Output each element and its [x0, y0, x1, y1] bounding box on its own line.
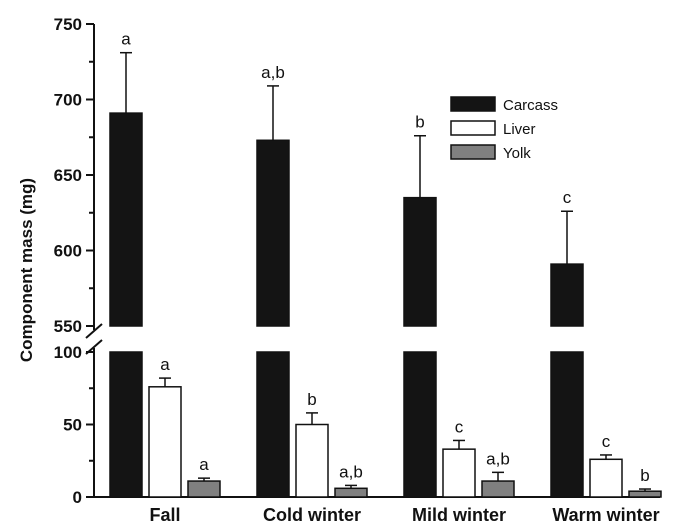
- category-label: Cold winter: [263, 505, 361, 524]
- significance-label: a,b: [261, 63, 285, 82]
- bars: a a a a,b b a,b b c a,b c c b: [109, 30, 662, 498]
- bar-carcass-lower: [403, 351, 437, 498]
- legend-label-yolk: Yolk: [503, 145, 531, 162]
- legend-swatch-yolk: [450, 144, 496, 160]
- significance-label: c: [602, 432, 611, 451]
- category-label: Warm winter: [552, 505, 659, 524]
- y-tick-label: 750: [54, 15, 82, 34]
- significance-label: a: [160, 355, 170, 374]
- bar-yolk: [334, 487, 368, 498]
- y-axis-label: Component mass (mg): [17, 178, 36, 362]
- bar-yolk: [628, 490, 662, 498]
- significance-label: b: [640, 466, 649, 485]
- bar-carcass-upper: [403, 196, 437, 327]
- y-tick-label: 550: [54, 317, 82, 336]
- bar-carcass-upper: [256, 139, 290, 327]
- category-labels: Fall Cold winter Mild winter Warm winter: [149, 505, 659, 524]
- y-tick-label: 100: [54, 343, 82, 362]
- y-tick-label: 650: [54, 166, 82, 185]
- bar-liver: [442, 448, 476, 498]
- y-tick-label: 50: [63, 416, 82, 435]
- significance-label: c: [563, 188, 572, 207]
- y-tick-label: 0: [73, 488, 82, 507]
- legend-label-liver: Liver: [503, 121, 536, 138]
- category-label: Fall: [149, 505, 180, 524]
- category-label: Mild winter: [412, 505, 506, 524]
- bar-yolk: [187, 480, 221, 498]
- axis-break-mark: [85, 323, 103, 339]
- bar-carcass-upper: [550, 263, 584, 327]
- bar-carcass-lower: [550, 351, 584, 498]
- bar-carcass-lower: [256, 351, 290, 498]
- bar-liver: [589, 458, 623, 498]
- legend-swatch-liver: [450, 120, 496, 136]
- legend-label-carcass: Carcass: [503, 97, 558, 114]
- significance-label: a: [199, 455, 209, 474]
- bar-liver: [148, 386, 182, 498]
- significance-label: c: [455, 417, 464, 436]
- bar-carcass-lower: [109, 351, 143, 498]
- significance-label: a,b: [486, 449, 510, 468]
- y-tick-label: 700: [54, 91, 82, 110]
- bar-liver: [295, 423, 329, 498]
- y-tick-label: 600: [54, 242, 82, 261]
- bar-carcass-upper: [109, 112, 143, 327]
- significance-label: b: [307, 390, 316, 409]
- significance-label: a: [121, 30, 131, 49]
- significance-label: b: [415, 113, 424, 132]
- legend: Carcass Liver Yolk: [450, 96, 558, 162]
- significance-label: a,b: [339, 462, 363, 481]
- legend-swatch-carcass: [450, 96, 496, 112]
- bar-yolk: [481, 480, 515, 498]
